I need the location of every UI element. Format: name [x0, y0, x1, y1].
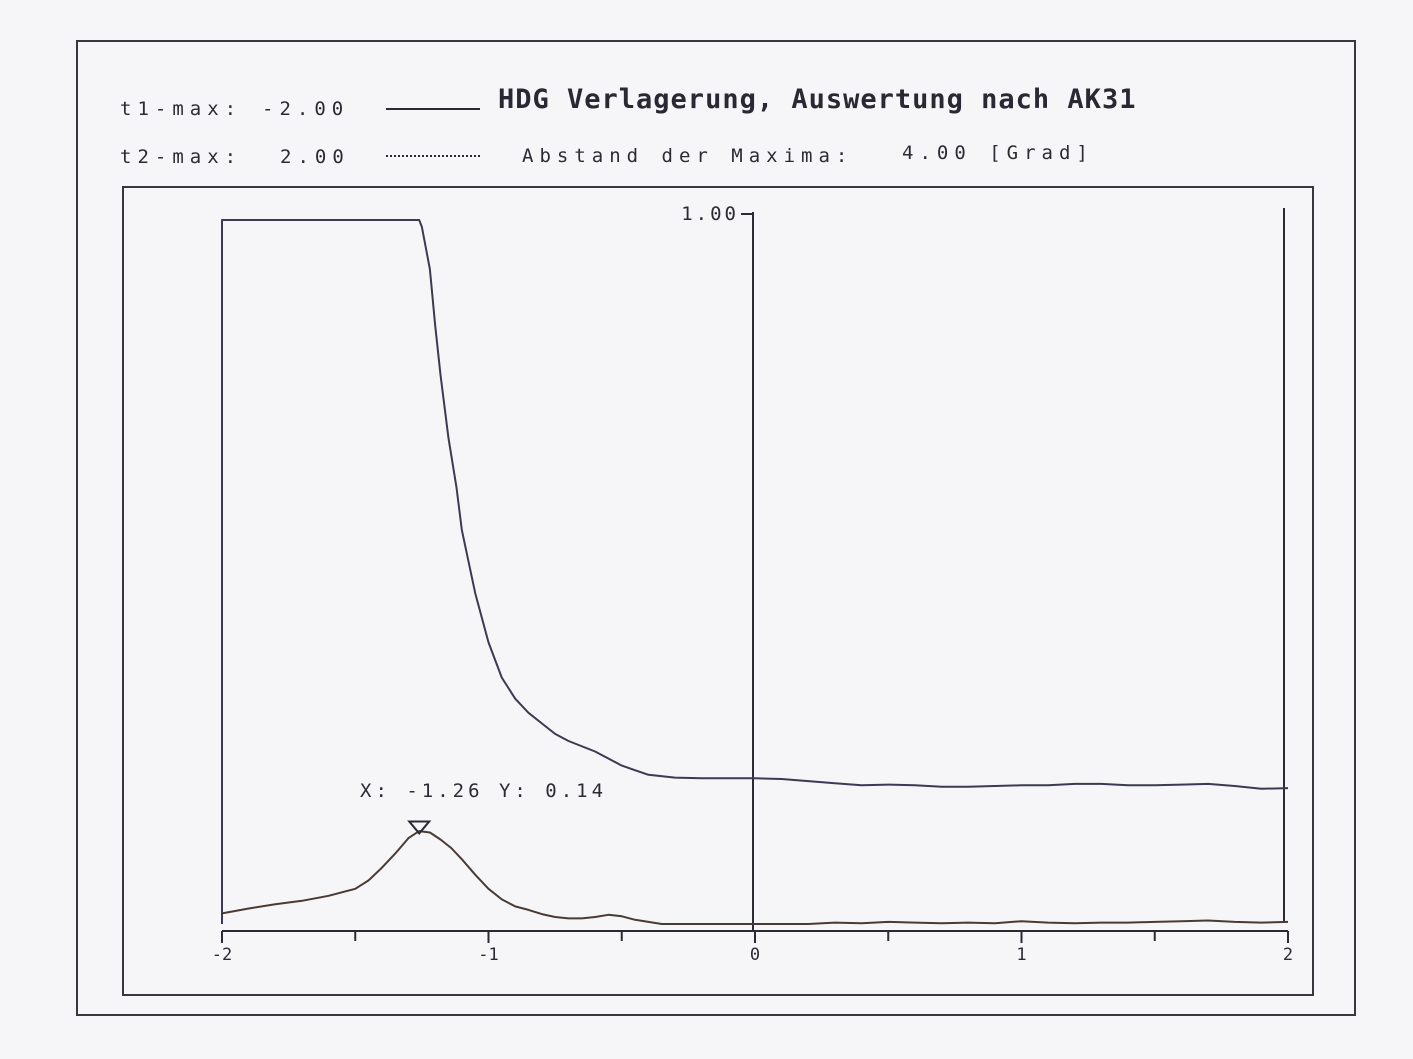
- y-max-label: 1.00: [681, 203, 739, 225]
- x-tick-label: 1: [1016, 945, 1026, 965]
- x-tick-label: -2: [212, 945, 232, 965]
- series-line-1: [221, 219, 1289, 924]
- legend-dotted-line: [386, 155, 480, 157]
- x-tick-label: -1: [478, 945, 498, 965]
- t1-max-label: t1-max:: [120, 98, 243, 120]
- t2-max-value: 2.00: [280, 146, 350, 168]
- t1-max-value: -2.00: [262, 98, 350, 120]
- peak-marker-label: X: -1.26 Y: 0.14: [360, 780, 607, 802]
- abstand-label: Abstand der Maxima:: [522, 145, 854, 167]
- peak-marker-triangle: [407, 820, 432, 836]
- t2-max-label: t2-max:: [120, 146, 243, 168]
- legend-solid-line: [386, 108, 480, 110]
- x-tick-label: 0: [750, 945, 760, 965]
- chart-title: HDG Verlagerung, Auswertung nach AK31: [498, 84, 1137, 115]
- x-tick-label: 2: [1283, 945, 1293, 965]
- abstand-value: 4.00 [Grad]: [902, 142, 1094, 164]
- series-line-2: [221, 830, 1289, 925]
- plot-frame: [122, 186, 1314, 996]
- outer-frame: [76, 40, 1356, 1016]
